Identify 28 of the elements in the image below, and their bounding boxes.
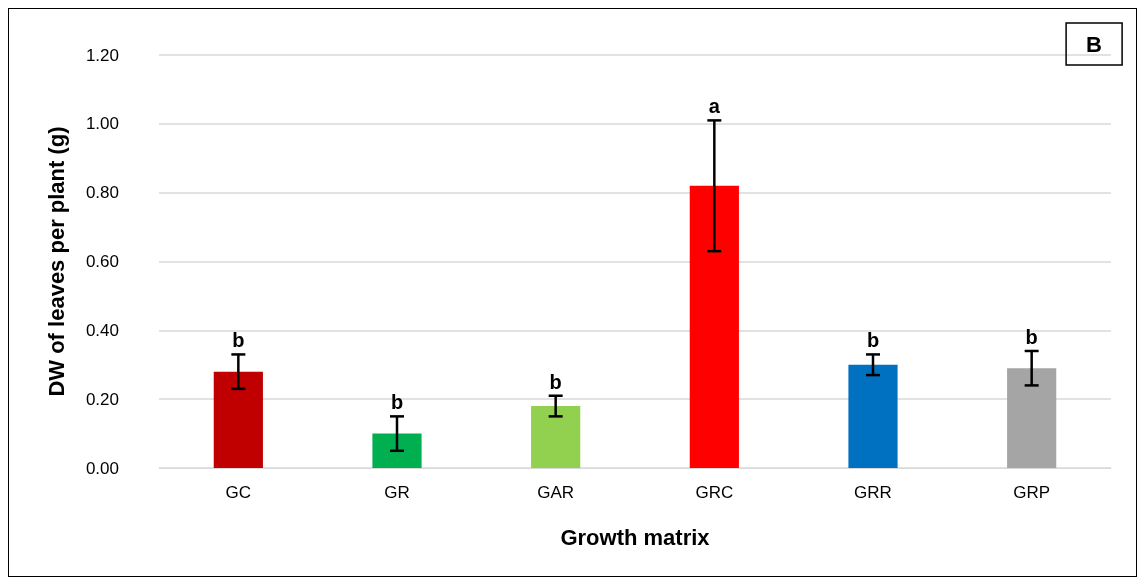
x-tick-label: GRR	[854, 483, 892, 502]
annotation: b	[1025, 325, 1038, 348]
bar	[848, 364, 898, 468]
annotation: a	[708, 95, 721, 118]
x-tick-label: GAR	[537, 483, 575, 502]
x-tick-label: GRC	[695, 483, 734, 502]
annotation: b	[549, 370, 562, 393]
chart-title: B	[1086, 31, 1102, 57]
y-tick-label: 0.00	[85, 458, 119, 478]
y-tick-label: 0.40	[85, 320, 119, 340]
annotation: b	[390, 391, 404, 414]
bar	[531, 406, 581, 468]
bar	[372, 433, 422, 468]
y-tick-label: 0.60	[85, 252, 119, 271]
annotation: b	[232, 329, 245, 352]
bar	[1007, 368, 1057, 468]
x-tick-label: GC	[225, 483, 252, 502]
bar	[213, 371, 263, 468]
x-tick-label: GR	[384, 483, 410, 502]
x-tick-label: GRP	[1013, 483, 1051, 502]
y-tick-label: 1.00	[85, 114, 119, 134]
x-axis-title: Growth matrix	[560, 524, 711, 550]
annotation: b	[866, 329, 880, 352]
y-tick-label: 1.20	[85, 45, 119, 65]
y-tick-label: 0.20	[85, 389, 119, 409]
y-tick-label: 0.80	[85, 183, 119, 203]
y-axis-title: DW of leaves per plant (g)	[43, 126, 69, 397]
bar	[689, 185, 739, 468]
